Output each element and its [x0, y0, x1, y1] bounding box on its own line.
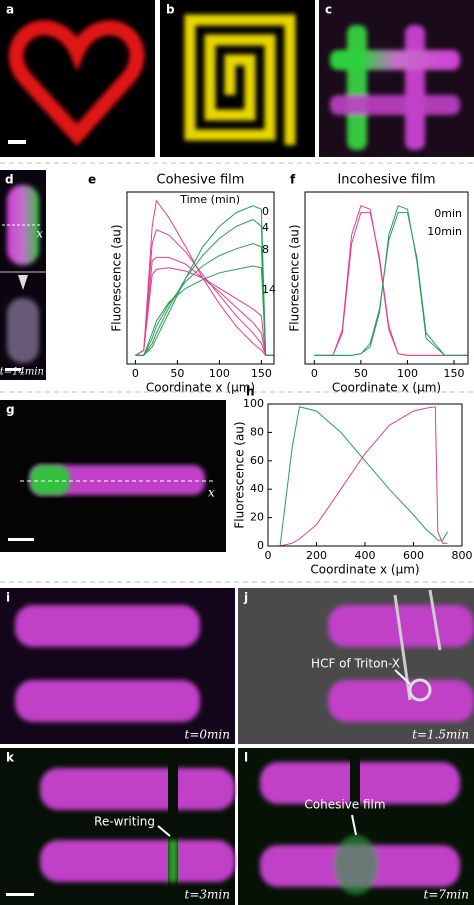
- x-tick-label: 200: [306, 549, 327, 562]
- data-line: [135, 267, 274, 356]
- x-tick-label: 150: [251, 367, 272, 380]
- data-line: [268, 406, 448, 547]
- data-line: [135, 243, 274, 356]
- x-axis-title: Coordinate x (μm): [310, 563, 419, 577]
- axis-note: x: [36, 227, 43, 241]
- y-tick-label: 60: [250, 454, 264, 467]
- y-axis-title: Fluorescence (au): [288, 224, 302, 331]
- data-line: [135, 265, 274, 356]
- image-g: [0, 400, 226, 552]
- image-j: [238, 588, 474, 744]
- x-tick-label: 0: [265, 549, 272, 562]
- panel-label: g: [6, 403, 15, 417]
- x-tick-label: 600: [403, 549, 424, 562]
- data-line: [268, 406, 448, 547]
- arrow: [157, 825, 171, 837]
- data-line: [314, 212, 468, 356]
- arrow: [394, 669, 411, 685]
- panel-label: f: [290, 173, 296, 187]
- data-line: [135, 256, 274, 356]
- arrow: [351, 814, 357, 836]
- image-i: [0, 588, 235, 744]
- x-tick-label: 50: [170, 367, 184, 380]
- panel-label: d: [5, 173, 14, 187]
- annotation: 8: [262, 243, 269, 256]
- image-d: [0, 170, 46, 380]
- plot-frame: [126, 191, 275, 365]
- x-axis-title: Coordinate x (μm): [332, 381, 441, 395]
- plot-frame: [304, 191, 469, 365]
- image-k: [0, 748, 235, 905]
- y-axis-title: Fluorescence (au): [110, 224, 124, 331]
- panel-label: a: [6, 3, 14, 17]
- time-label: t=1.5min: [412, 728, 469, 742]
- time-label: t=7min: [424, 888, 469, 902]
- panel-label: h: [246, 385, 255, 399]
- annotation: 0: [262, 205, 269, 218]
- image-c: [319, 0, 474, 157]
- panel-label: i: [6, 591, 10, 605]
- chart-title: Cohesive film: [157, 173, 245, 188]
- annotation: 10min: [427, 225, 462, 238]
- data-line: [135, 218, 274, 356]
- x-tick-label: 0: [311, 367, 318, 380]
- image-a: [0, 0, 155, 157]
- panel-label: l: [244, 751, 248, 765]
- annotation: 14: [262, 283, 276, 296]
- y-tick-label: 80: [250, 425, 264, 438]
- image-b: [160, 0, 315, 157]
- time-label: t=3min: [185, 888, 230, 902]
- x-tick-label: 400: [355, 549, 376, 562]
- x-tick-label: 150: [444, 367, 465, 380]
- chart-title: Incohesive film: [337, 173, 435, 188]
- data-line: [135, 199, 274, 356]
- panel-label: b: [166, 3, 175, 17]
- y-tick-label: 100: [243, 397, 264, 410]
- panel-label: j: [243, 591, 248, 605]
- image-l: [238, 748, 474, 905]
- annotation: 4: [262, 221, 269, 234]
- y-tick-label: 40: [250, 482, 264, 495]
- plot-frame: [267, 403, 463, 547]
- time-label: Δt=14min: [0, 367, 44, 378]
- x-tick-label: 100: [397, 367, 418, 380]
- x-axis-title: Coordinate x (μm): [146, 381, 255, 395]
- data-line: [314, 212, 468, 356]
- x-tick-label: 100: [209, 367, 230, 380]
- y-axis-title: Fluorescence (au): [233, 421, 247, 528]
- annotation: Time (min): [179, 193, 240, 206]
- x-tick-label: 0: [132, 367, 139, 380]
- annotation: HCF of Triton-X: [311, 657, 400, 671]
- time-label: t=0min: [185, 728, 230, 742]
- data-line: [135, 229, 274, 356]
- panel-label: c: [325, 3, 332, 17]
- y-tick-label: 20: [250, 511, 264, 524]
- annotation: Re-writing: [94, 815, 155, 829]
- x-tick-label: 800: [452, 549, 473, 562]
- panel-label: k: [6, 751, 15, 765]
- annotation: 0min: [434, 207, 462, 220]
- axis-note: x: [208, 486, 215, 500]
- data-line: [135, 205, 274, 356]
- panel-label: e: [88, 173, 96, 187]
- y-tick-label: 0: [257, 539, 264, 552]
- annotation: Cohesive film: [304, 798, 385, 812]
- x-tick-label: 50: [354, 367, 368, 380]
